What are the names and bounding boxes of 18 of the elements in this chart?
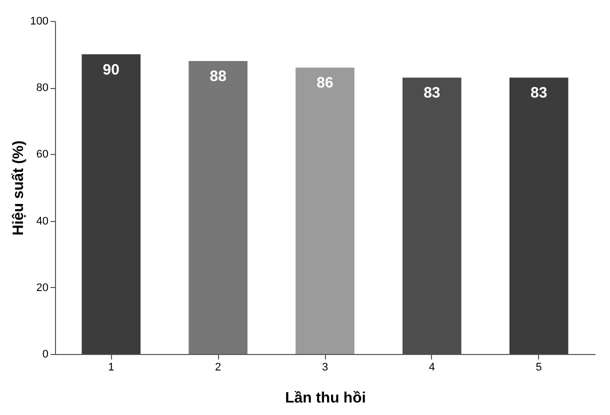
data-label: 90 xyxy=(102,61,120,78)
x-tick-label: 1 xyxy=(108,362,114,374)
x-tick-label: 3 xyxy=(322,362,328,374)
x-tick-label: 2 xyxy=(215,362,222,374)
y-axis-title: Hiệu suất (%) xyxy=(10,140,28,236)
x-tick-label: 5 xyxy=(536,362,542,374)
data-label: 86 xyxy=(316,74,334,92)
y-tick-label: 60 xyxy=(36,148,48,161)
y-tick-label: 100 xyxy=(30,16,48,28)
y-tick-label: 0 xyxy=(42,348,48,360)
x-axis-title: Lần thu hồi xyxy=(285,390,366,406)
x-tick-label: 4 xyxy=(428,362,435,374)
y-tick-label: 80 xyxy=(36,82,48,94)
data-label: 83 xyxy=(424,84,440,102)
data-label: 88 xyxy=(210,68,226,85)
y-tick-label: 20 xyxy=(36,282,48,294)
y-tick-label: 40 xyxy=(36,215,48,228)
data-label: 83 xyxy=(530,84,548,102)
